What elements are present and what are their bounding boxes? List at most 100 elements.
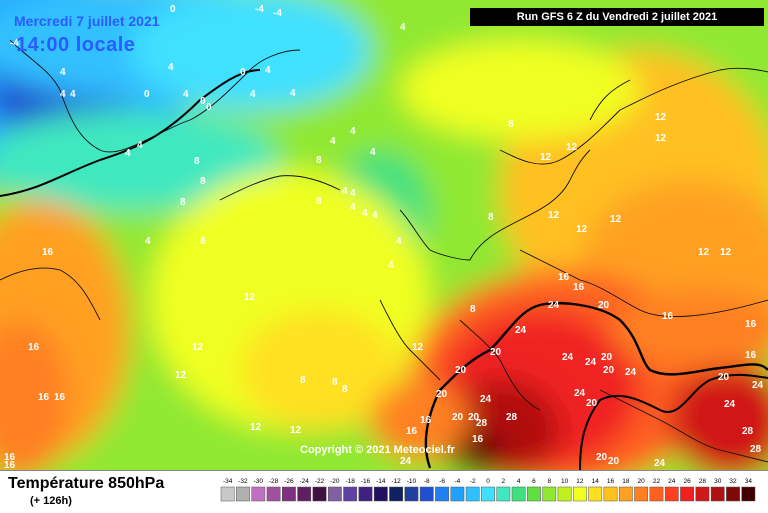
legend-color-swatch [588,486,603,502]
map-value-label: 20 [490,347,502,358]
map-value-label: 16 [406,426,418,437]
legend-color-swatch [297,486,312,502]
legend-tick-label: 30 [714,478,722,485]
legend-color-swatch [649,486,664,502]
map-value-label: 4 [168,62,174,73]
map-value-label: 4 [60,89,66,100]
map-value-label: 4 [145,236,151,247]
legend-tick-label: 26 [683,478,691,485]
map-value-label: 16 [745,350,757,361]
legend-tick-label: 34 [745,478,753,485]
map-value-label: 4 [342,186,348,197]
map-value-label: 28 [742,426,754,437]
map-value-label: 24 [562,352,574,363]
footer-bar: Température 850hPa (+ 126h) -34 -32 -30 -28… [0,470,768,513]
legend-tick-label: 10 [561,478,569,485]
map-value-label: 4 [70,89,76,100]
map-value-label: 24 [400,456,412,467]
legend-tick-label: -30 [254,478,264,485]
map-value-label: 12 [698,247,710,258]
legend-color-swatch [664,486,679,502]
lead-time: (+ 126h) [30,495,72,507]
map-value-label: 0 [144,89,150,100]
legend-tick-label: 4 [517,478,521,485]
legend-tick-label: -8 [424,478,430,485]
map-value-label: 20 [718,372,730,383]
map-value-label: 24 [724,399,736,410]
legend-tick-label: -24 [300,478,310,485]
map-value-label: 4 [388,260,394,271]
map-value-label: 4 [137,140,143,151]
legend-color-swatch [496,486,511,502]
map-value-label: 12 [720,247,732,258]
map-value-label: 12 [175,370,187,381]
map-value-label: 4 [265,65,271,76]
legend-color-swatch [435,486,449,502]
map-value-label: 16 [573,282,585,293]
legend-color-swatch [695,486,710,502]
map-value-label: 20 [452,412,464,423]
legend-color-swatch [710,486,725,502]
legend-color-swatch [634,486,649,502]
legend-color-swatch [603,486,618,502]
map-value-label: 20 [601,352,613,363]
legend-tick-label: 20 [638,478,646,485]
map-value-label: 4 [330,136,336,147]
legend-tick-label: 16 [607,478,615,485]
legend-color-swatch [450,486,465,502]
legend-color-swatch [358,486,373,502]
isotherm-20 [424,301,768,469]
legend-tick-label: -18 [345,478,355,485]
model-run-banner: Run GFS 6 Z du Vendredi 2 juillet 2021 [470,8,764,26]
map-value-label: 12 [566,142,578,153]
map-value-label: 16 [662,311,674,322]
map-value-label: 12 [655,112,667,123]
map-value-label: 4 [372,210,378,221]
legend-tick-label: 24 [668,478,676,485]
legend-tick-label: 8 [547,478,551,485]
legend-tick-label: 18 [622,478,630,485]
legend-color-swatch [726,486,740,502]
map-value-label: 0 [200,96,206,107]
legend-tick-label: -16 [361,478,371,485]
map-value-label: 12 [540,152,552,163]
variable-title: Température 850hPa [8,475,165,492]
legend-color-swatch [465,486,480,502]
map-value-label: 8 [342,384,348,395]
legend-tick-label: -34 [223,478,233,485]
map-value-label: 16 [4,452,16,463]
map-value-label: 24 [625,367,637,378]
legend-color-swatch [511,486,526,502]
map-value-label: -4 [273,8,282,19]
map-value-label: 16 [54,392,66,403]
map-value-label: 8 [200,236,206,247]
copyright-notice: Copyright © 2021 Meteociel.fr [300,444,455,456]
coastlines [0,39,768,463]
legend-color-swatch [389,486,404,502]
map-value-label: 16 [420,415,432,426]
map-value-label: 16 [42,247,54,258]
map-value-label: 12 [576,224,588,235]
map-value-label: 4 [350,188,356,199]
map-value-label: 20 [436,389,448,400]
legend-tick-label: -20 [330,478,340,485]
map-value-label: 8 [200,176,206,187]
map-value-label: 12 [290,425,302,436]
map-value-label: 20 [455,365,467,376]
map-value-label: 4 [60,67,66,78]
map-value-label: 8 [332,377,338,388]
legend-color-swatch [618,486,633,502]
map-value-label: 4 [183,89,189,100]
map-value-label: 8 [488,212,494,223]
legend-tick-label: -32 [238,478,248,485]
legend-tick-label: 22 [653,478,661,485]
legend-tick-label: -12 [391,478,401,485]
legend-tick-label: 2 [502,478,506,485]
map-value-label: 4 [350,126,356,137]
legend-color-swatch [327,486,342,502]
map-value-label: 8 [316,196,322,207]
legend-color-swatch [481,486,495,502]
